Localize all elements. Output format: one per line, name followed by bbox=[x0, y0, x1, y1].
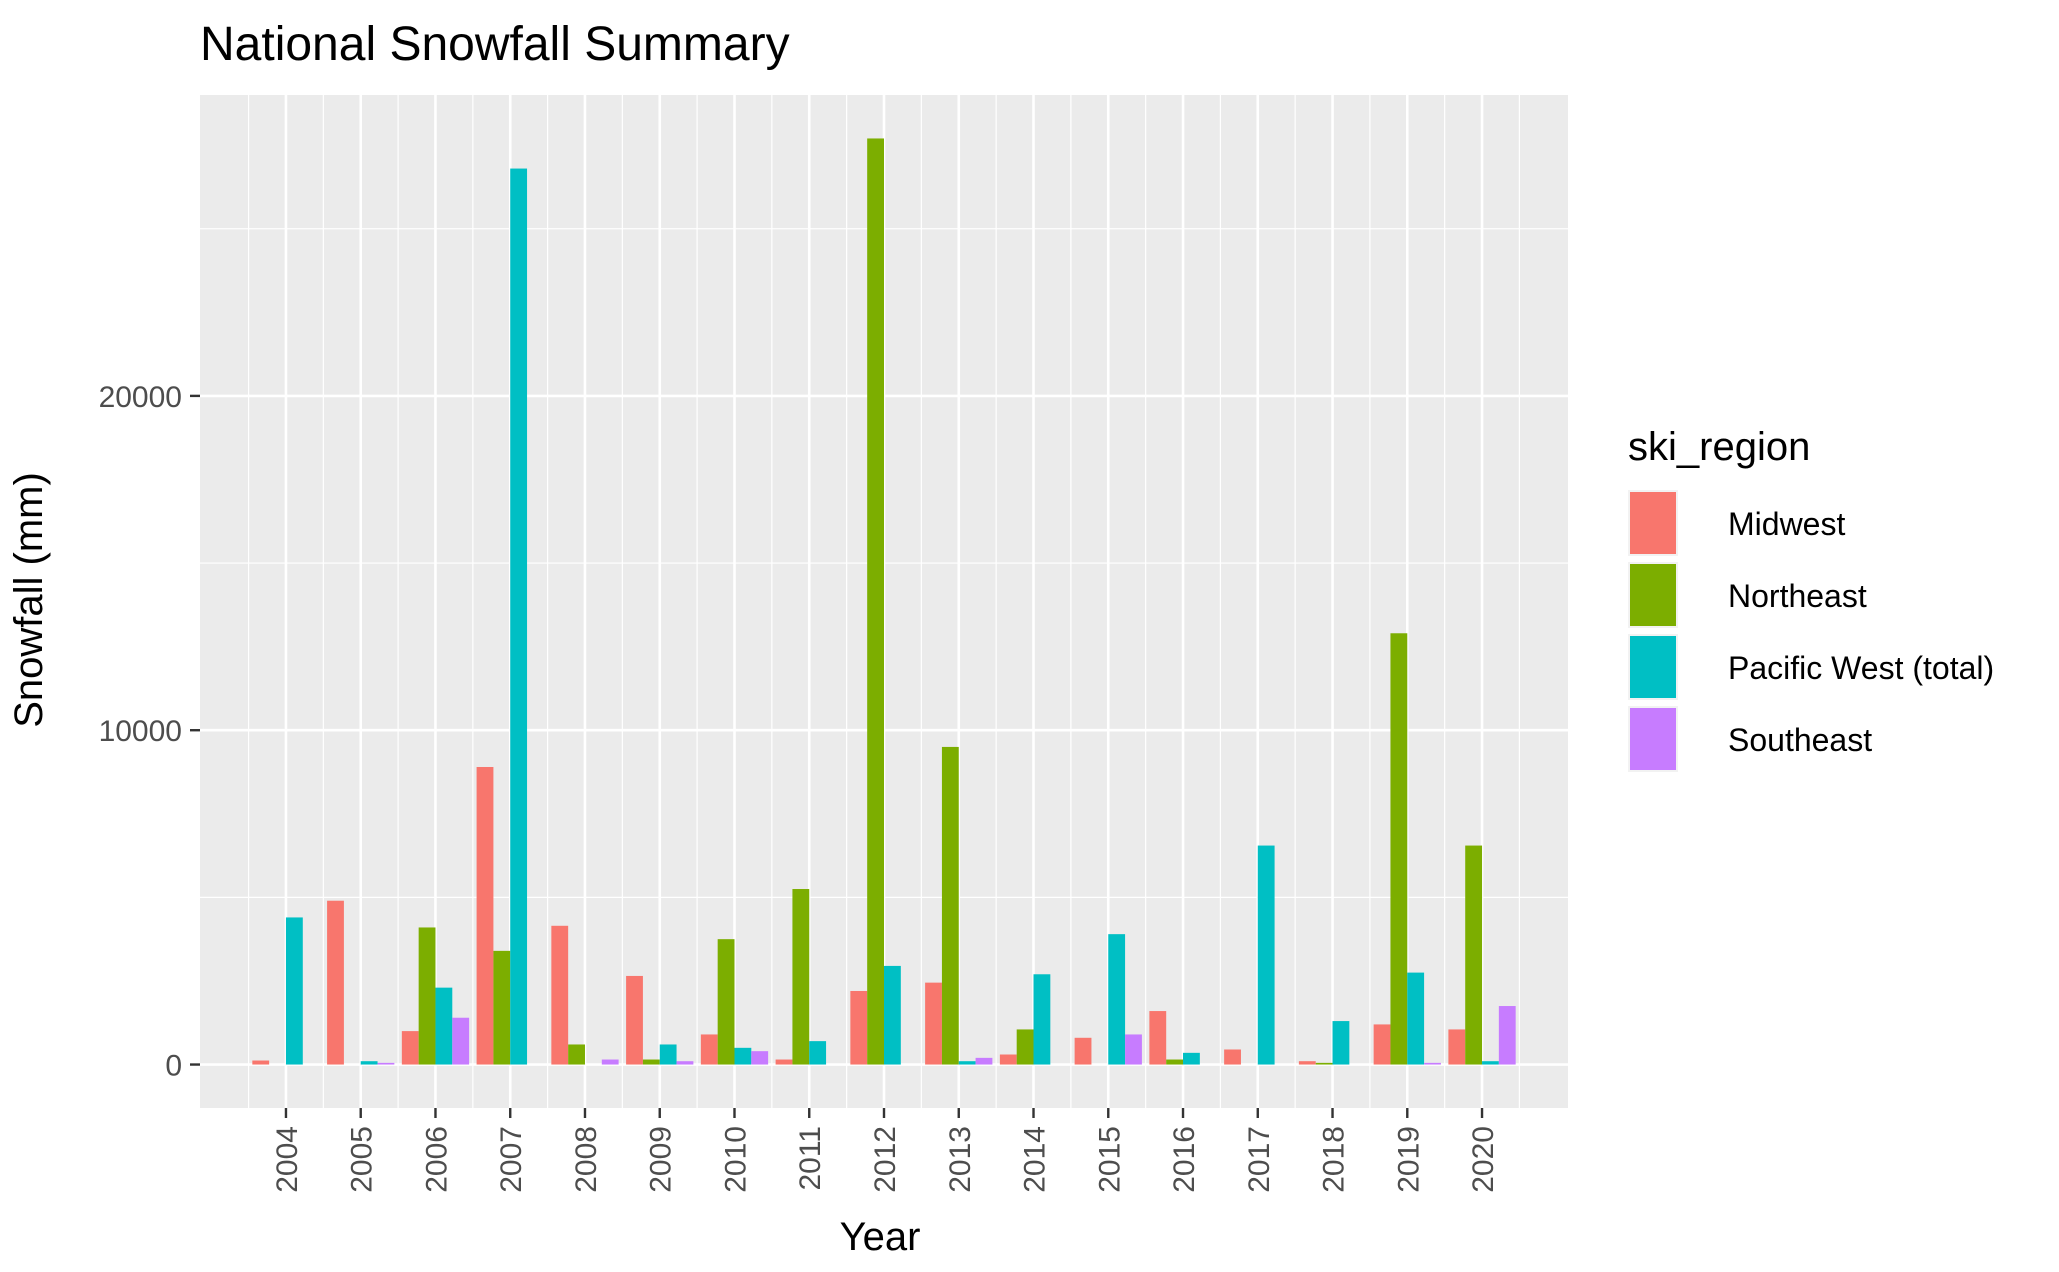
bar bbox=[1033, 974, 1051, 1065]
legend: ski_region Midwest Northeast Pacific West … bbox=[1628, 425, 1994, 772]
x-axis: 2004 2005 2006 2007 2008 2009 2010 2011 2012 2013… bbox=[271, 1108, 1500, 1193]
bar bbox=[958, 1061, 976, 1065]
x-tick-label: 2013 bbox=[944, 1126, 977, 1193]
bar bbox=[551, 925, 569, 1065]
bar bbox=[1465, 845, 1483, 1065]
x-tick-label: 2010 bbox=[719, 1126, 752, 1193]
bar bbox=[510, 168, 528, 1065]
bar bbox=[1407, 972, 1425, 1065]
bar bbox=[734, 1047, 752, 1065]
bar bbox=[493, 950, 511, 1065]
x-tick-label: 2004 bbox=[271, 1126, 304, 1193]
x-tick-label: 2012 bbox=[869, 1126, 902, 1193]
x-tick-label: 2011 bbox=[794, 1126, 827, 1191]
bar bbox=[1390, 633, 1408, 1065]
bar bbox=[1074, 1037, 1092, 1065]
bar bbox=[850, 990, 868, 1065]
bar bbox=[775, 1059, 793, 1065]
bar bbox=[1224, 1049, 1241, 1065]
bar bbox=[1016, 1029, 1034, 1065]
bar bbox=[1257, 845, 1275, 1065]
bars-layer bbox=[252, 138, 1516, 1065]
y-tick-label: 0 bbox=[165, 1050, 182, 1083]
bar bbox=[751, 1051, 769, 1065]
bar bbox=[360, 1061, 378, 1065]
bar bbox=[601, 1059, 619, 1065]
bar bbox=[1125, 1034, 1142, 1065]
y-tick-label: 10000 bbox=[99, 715, 182, 748]
bar bbox=[1448, 1029, 1466, 1065]
chart-title: National Snowfall Summary bbox=[200, 18, 790, 71]
legend-label: Southeast bbox=[1728, 722, 1872, 758]
bar bbox=[975, 1057, 993, 1065]
bar bbox=[999, 1054, 1017, 1065]
bar bbox=[377, 1062, 395, 1065]
bar bbox=[925, 982, 942, 1065]
x-tick-label: 2017 bbox=[1243, 1126, 1276, 1193]
bar bbox=[626, 975, 643, 1065]
legend-label: Midwest bbox=[1728, 506, 1845, 542]
bar bbox=[401, 1031, 419, 1065]
bar bbox=[1183, 1052, 1200, 1065]
y-axis-title: Snowfall (mm) bbox=[7, 472, 51, 728]
legend-swatch bbox=[1630, 708, 1676, 770]
bar bbox=[1332, 1021, 1350, 1065]
bar bbox=[435, 987, 453, 1065]
bar bbox=[659, 1044, 677, 1065]
bar bbox=[1108, 934, 1126, 1065]
bar bbox=[1298, 1061, 1316, 1065]
bar bbox=[809, 1041, 827, 1065]
legend-swatch bbox=[1630, 492, 1676, 554]
bar bbox=[452, 1017, 470, 1065]
legend-label: Northeast bbox=[1728, 578, 1867, 614]
x-tick-label: 2007 bbox=[495, 1126, 528, 1193]
bar bbox=[1315, 1062, 1333, 1065]
x-tick-label: 2016 bbox=[1168, 1126, 1201, 1193]
bar bbox=[1373, 1024, 1391, 1065]
bar bbox=[1166, 1059, 1184, 1065]
bar bbox=[1482, 1061, 1499, 1065]
bar bbox=[1424, 1062, 1441, 1065]
bar bbox=[676, 1061, 694, 1065]
bar bbox=[476, 766, 494, 1065]
bar bbox=[285, 917, 303, 1065]
x-tick-label: 2015 bbox=[1093, 1126, 1126, 1193]
x-tick-label: 2008 bbox=[570, 1126, 603, 1193]
x-tick-label: 2019 bbox=[1392, 1126, 1425, 1193]
bar bbox=[1498, 1006, 1516, 1065]
y-axis: 0 10000 20000 bbox=[99, 381, 200, 1083]
bar bbox=[941, 746, 959, 1065]
legend-label: Pacific West (total) bbox=[1728, 650, 1994, 686]
bar bbox=[867, 138, 884, 1065]
bar bbox=[717, 939, 735, 1065]
x-tick-label: 2005 bbox=[346, 1126, 379, 1193]
x-tick-label: 2020 bbox=[1467, 1126, 1500, 1193]
x-tick-label: 2018 bbox=[1318, 1126, 1351, 1193]
legend-swatch bbox=[1630, 564, 1676, 626]
bar bbox=[700, 1034, 718, 1065]
bar bbox=[1149, 1011, 1167, 1065]
bar bbox=[884, 965, 901, 1065]
bar bbox=[252, 1060, 270, 1065]
bar bbox=[568, 1044, 585, 1065]
x-axis-title: Year bbox=[840, 1215, 921, 1259]
bar bbox=[792, 889, 810, 1065]
x-tick-label: 2014 bbox=[1019, 1126, 1052, 1193]
legend-swatch bbox=[1630, 636, 1676, 698]
x-tick-label: 2006 bbox=[420, 1126, 453, 1193]
bar bbox=[418, 927, 436, 1065]
legend-title: ski_region bbox=[1628, 425, 1810, 469]
x-tick-label: 2009 bbox=[645, 1126, 678, 1193]
bar bbox=[642, 1059, 660, 1065]
bar bbox=[327, 900, 344, 1065]
y-tick-label: 20000 bbox=[99, 381, 182, 414]
